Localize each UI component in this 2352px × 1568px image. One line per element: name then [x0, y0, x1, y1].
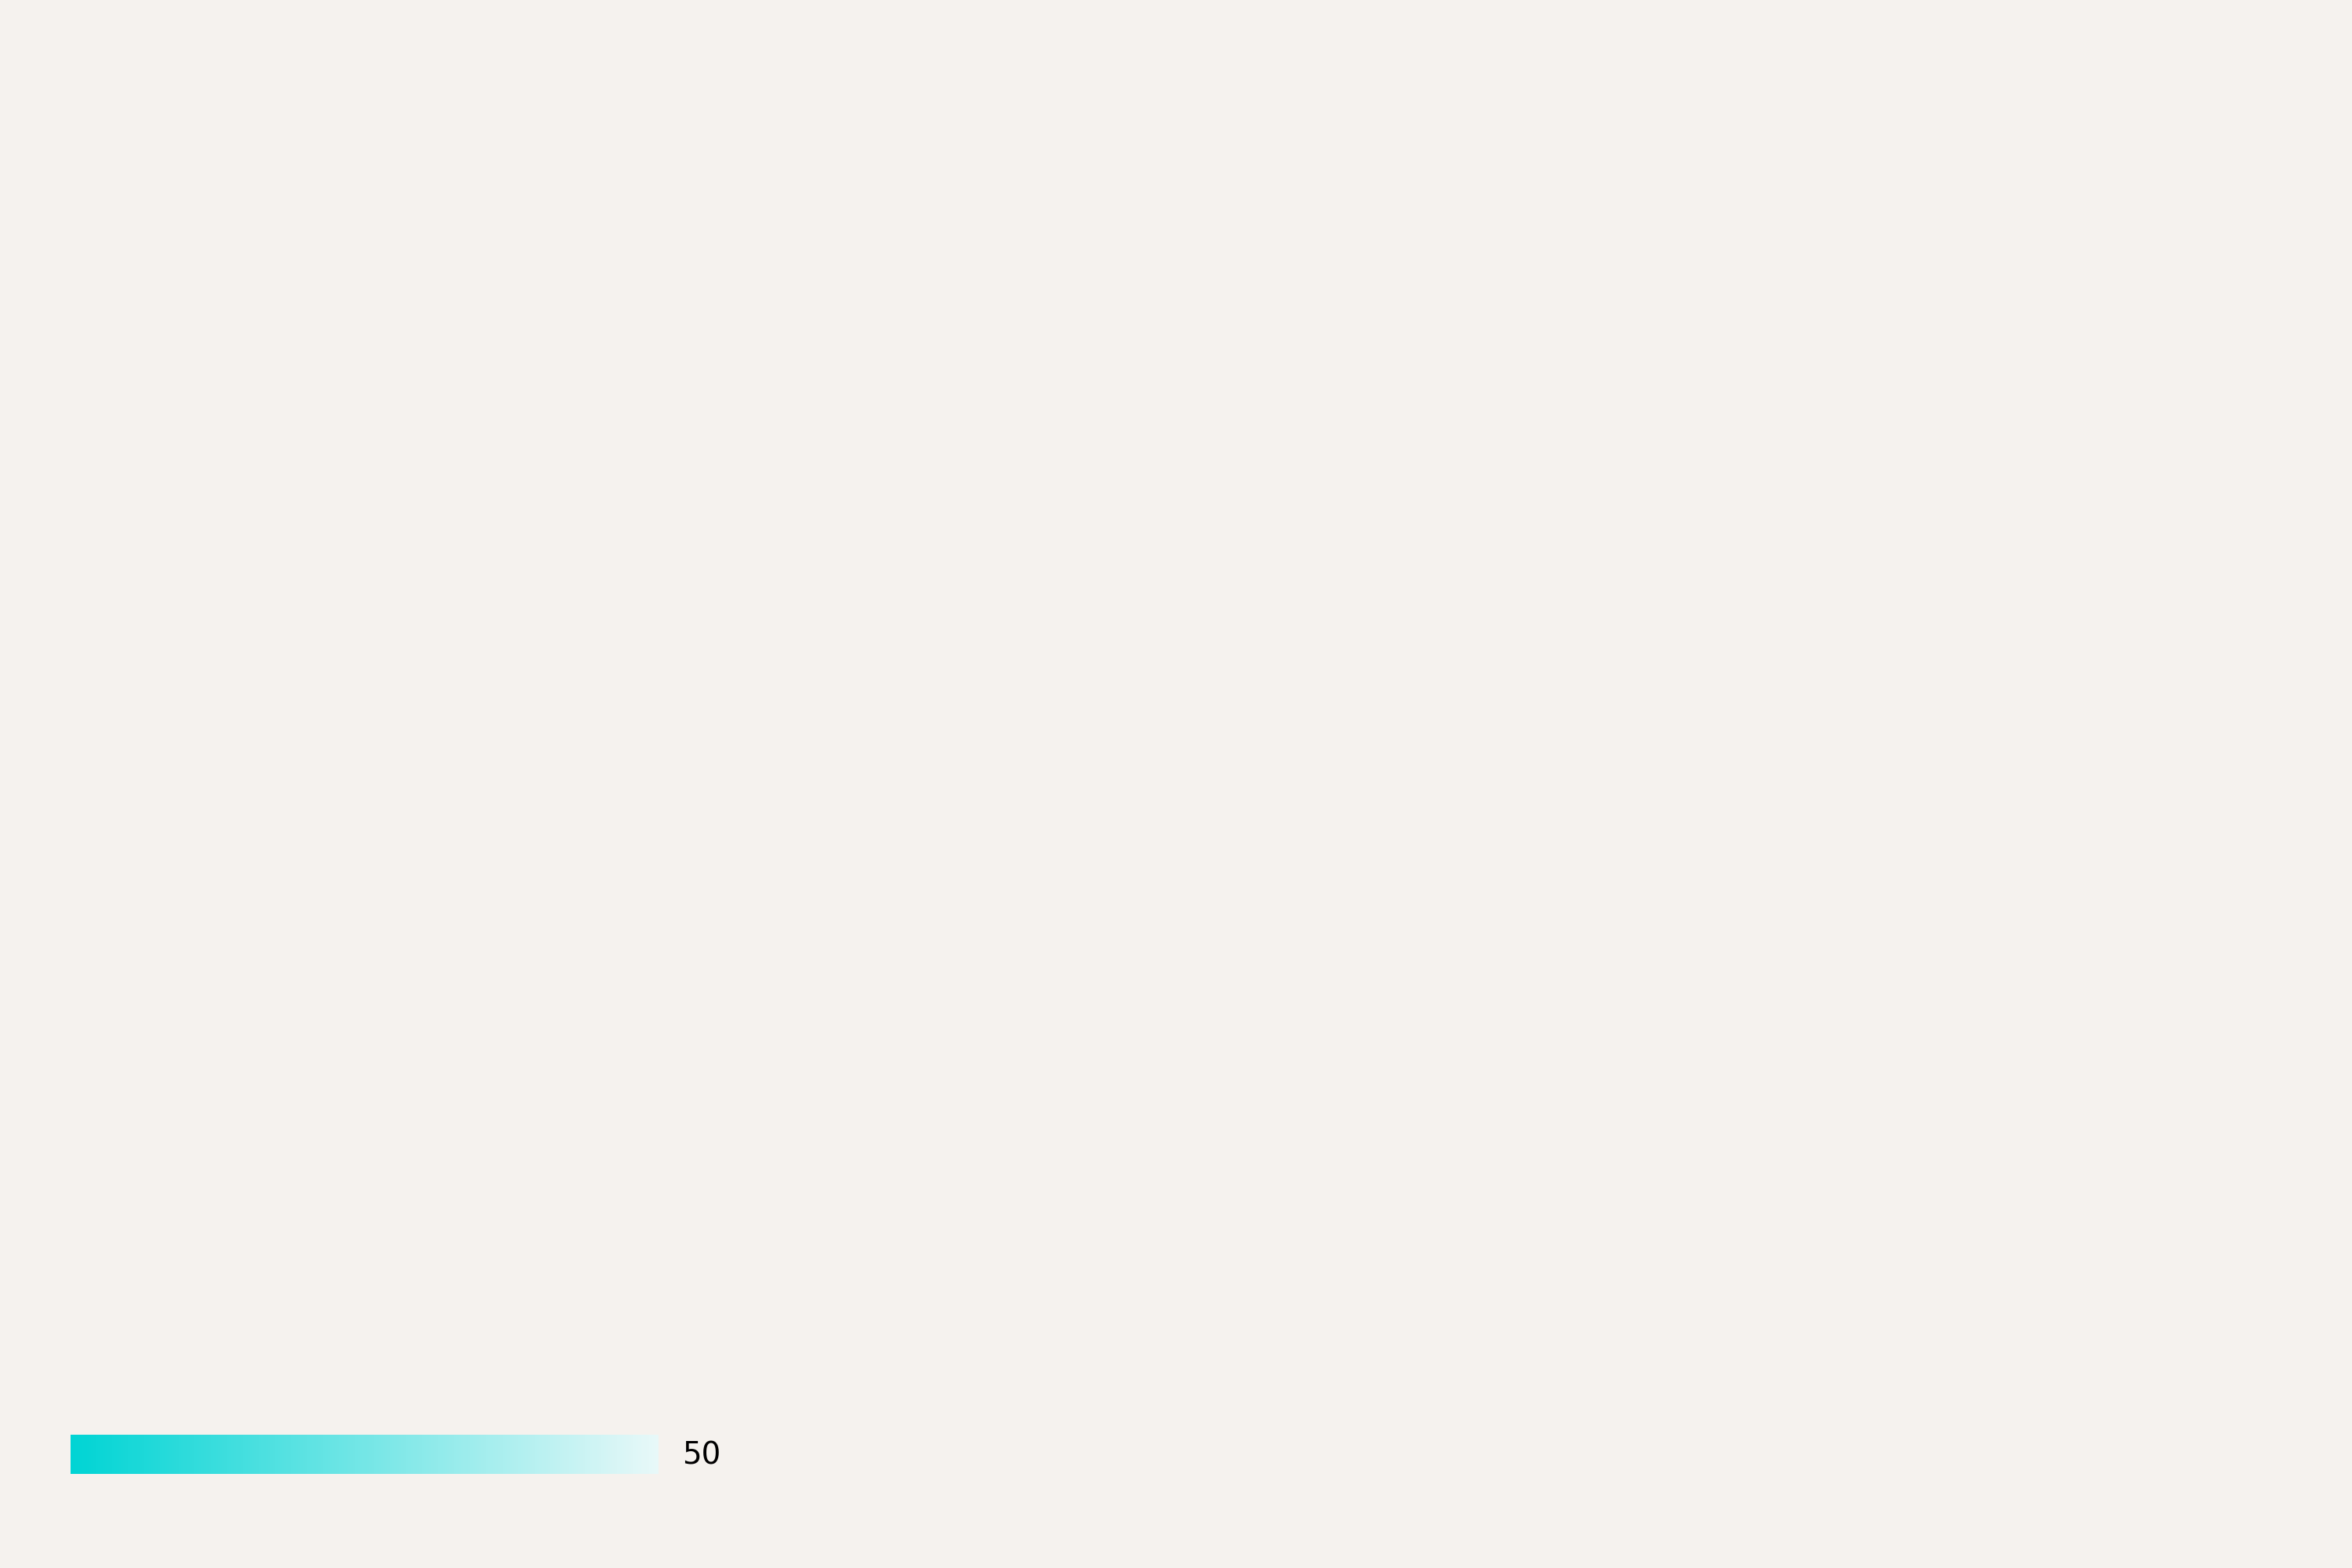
- Text: 50: 50: [682, 1439, 720, 1471]
